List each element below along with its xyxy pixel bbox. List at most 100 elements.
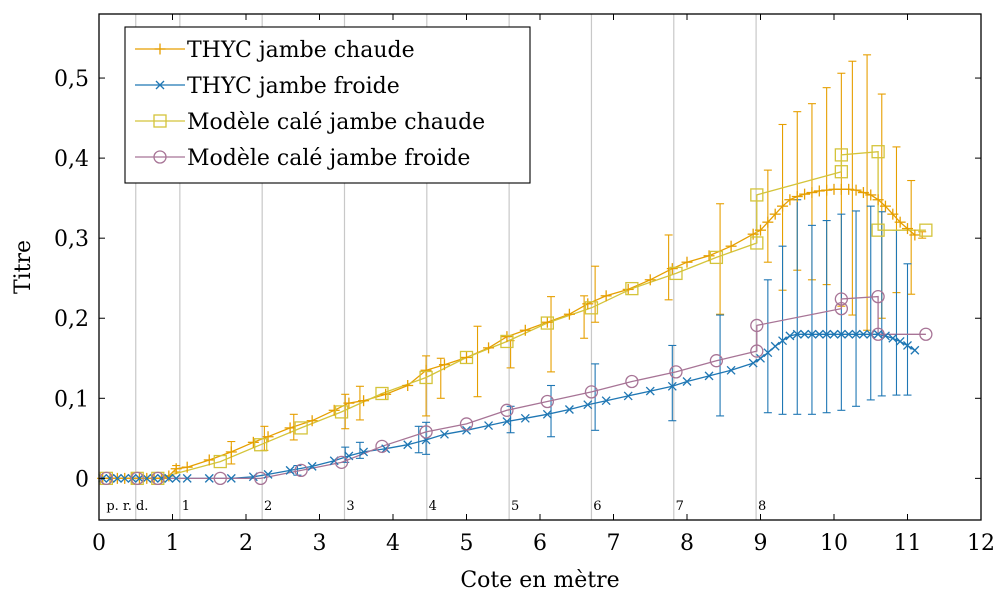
series-lines: [102, 150, 926, 480]
legend-entry: THYC jambe froide: [135, 74, 400, 99]
marker-stroke: [822, 329, 832, 339]
series-1-point: [681, 256, 693, 268]
series-1-errorbar: [473, 325, 482, 398]
series-1-point: [799, 188, 811, 200]
series-4-point: [584, 385, 599, 399]
series-3-point: [584, 301, 599, 315]
series-1-point: [328, 404, 340, 416]
x-tick-label: 12: [967, 531, 995, 556]
series-4-point: [750, 344, 764, 358]
series-2-point: [667, 381, 677, 391]
legend-label: Modèle calé jambe froide: [187, 146, 470, 171]
x-tick-label: 0: [92, 531, 106, 556]
series-2-point: [770, 341, 780, 351]
legend-box: [124, 26, 531, 184]
series-1-point: [461, 351, 472, 363]
series-2-point: [704, 371, 714, 381]
legend-swatch-marker: [155, 80, 165, 90]
marker-stroke: [171, 473, 181, 483]
marker-stroke: [682, 377, 692, 386]
marker-stroke: [204, 473, 214, 483]
series-1-errorbar: [848, 60, 857, 316]
marker-stroke: [704, 371, 714, 381]
legend-swatch-marker: [153, 150, 167, 164]
marker-stroke: [583, 400, 593, 410]
marker-stroke: [800, 329, 810, 339]
section-label: 7: [676, 499, 684, 514]
marker-stroke: [502, 417, 512, 426]
x-tick-label: 5: [460, 531, 474, 556]
series-2-errorbar: [793, 199, 802, 415]
series-1-point: [519, 324, 531, 336]
series-3-point: [334, 405, 349, 419]
series-2-point: [120, 473, 130, 483]
series-1-point: [909, 229, 921, 241]
series-4-point: [500, 403, 514, 417]
series-4-point: [871, 327, 885, 341]
marker-stroke: [903, 341, 912, 350]
series-4-point: [151, 471, 165, 486]
legend-entry: Modèle calé jambe froide: [135, 146, 470, 171]
section-label: 8: [758, 499, 766, 514]
series-1-point: [791, 191, 803, 203]
x-tick-label: 7: [607, 531, 621, 556]
series-1-point: [284, 422, 296, 434]
series-3-point: [419, 370, 433, 385]
marker-stroke: [359, 447, 369, 457]
series-3-point: [294, 421, 308, 435]
series-2-point: [112, 473, 122, 483]
marker-stroke: [623, 391, 633, 401]
series-1-errorbar: [341, 393, 350, 430]
series-4-point: [459, 417, 474, 431]
series-2-errorbar: [668, 344, 677, 422]
series-2-point: [763, 348, 773, 358]
series-1-point: [879, 200, 891, 212]
series-2-point: [792, 329, 802, 339]
series-3-point: [871, 145, 885, 159]
series-1-point: [170, 463, 182, 475]
marker-stroke: [748, 358, 758, 368]
legend-entry: THYC jambe chaude: [135, 38, 415, 63]
marker-stroke: [120, 473, 130, 483]
marker-stroke: [601, 396, 611, 406]
series-2-point: [778, 336, 788, 346]
marker-stroke: [226, 473, 236, 483]
series-1-point: [769, 208, 781, 220]
series-1-errorbar: [547, 296, 556, 373]
x-tick-label: 4: [386, 531, 400, 556]
series-3-point: [213, 454, 227, 469]
series-2-point: [682, 377, 692, 386]
series-3-point: [871, 223, 885, 237]
marker-stroke: [164, 473, 174, 483]
series-2-point: [851, 329, 861, 339]
marker-stroke: [792, 329, 802, 339]
series-4-point: [254, 471, 268, 486]
series-2-point: [829, 329, 839, 339]
x-tick-label: 2: [239, 531, 253, 556]
series-4-point: [419, 425, 433, 439]
section-label: 5: [511, 499, 519, 514]
series-1-point: [843, 183, 855, 195]
series-2-point: [182, 473, 192, 483]
marker-stroke: [182, 473, 192, 483]
y-axis-label: Titre: [11, 240, 36, 294]
series-2-point: [807, 329, 817, 339]
series-3-point: [834, 165, 848, 179]
section-label: 4: [429, 499, 437, 514]
series-2-point: [285, 465, 295, 475]
series-2-errorbar: [837, 213, 846, 411]
series-1-point: [563, 308, 575, 320]
series-1-point: [857, 187, 869, 199]
series-3-point: [709, 250, 724, 265]
series-3-point: [625, 281, 639, 296]
series-2-point: [910, 345, 920, 355]
series-2-point: [307, 461, 317, 471]
marker-stroke: [285, 465, 295, 475]
series-2-point: [542, 409, 552, 419]
series-2-point: [756, 353, 765, 363]
x-tick-label: 11: [894, 531, 922, 556]
marker-stroke: [895, 336, 905, 346]
marker-stroke: [807, 329, 817, 339]
series-3-point: [254, 438, 268, 452]
